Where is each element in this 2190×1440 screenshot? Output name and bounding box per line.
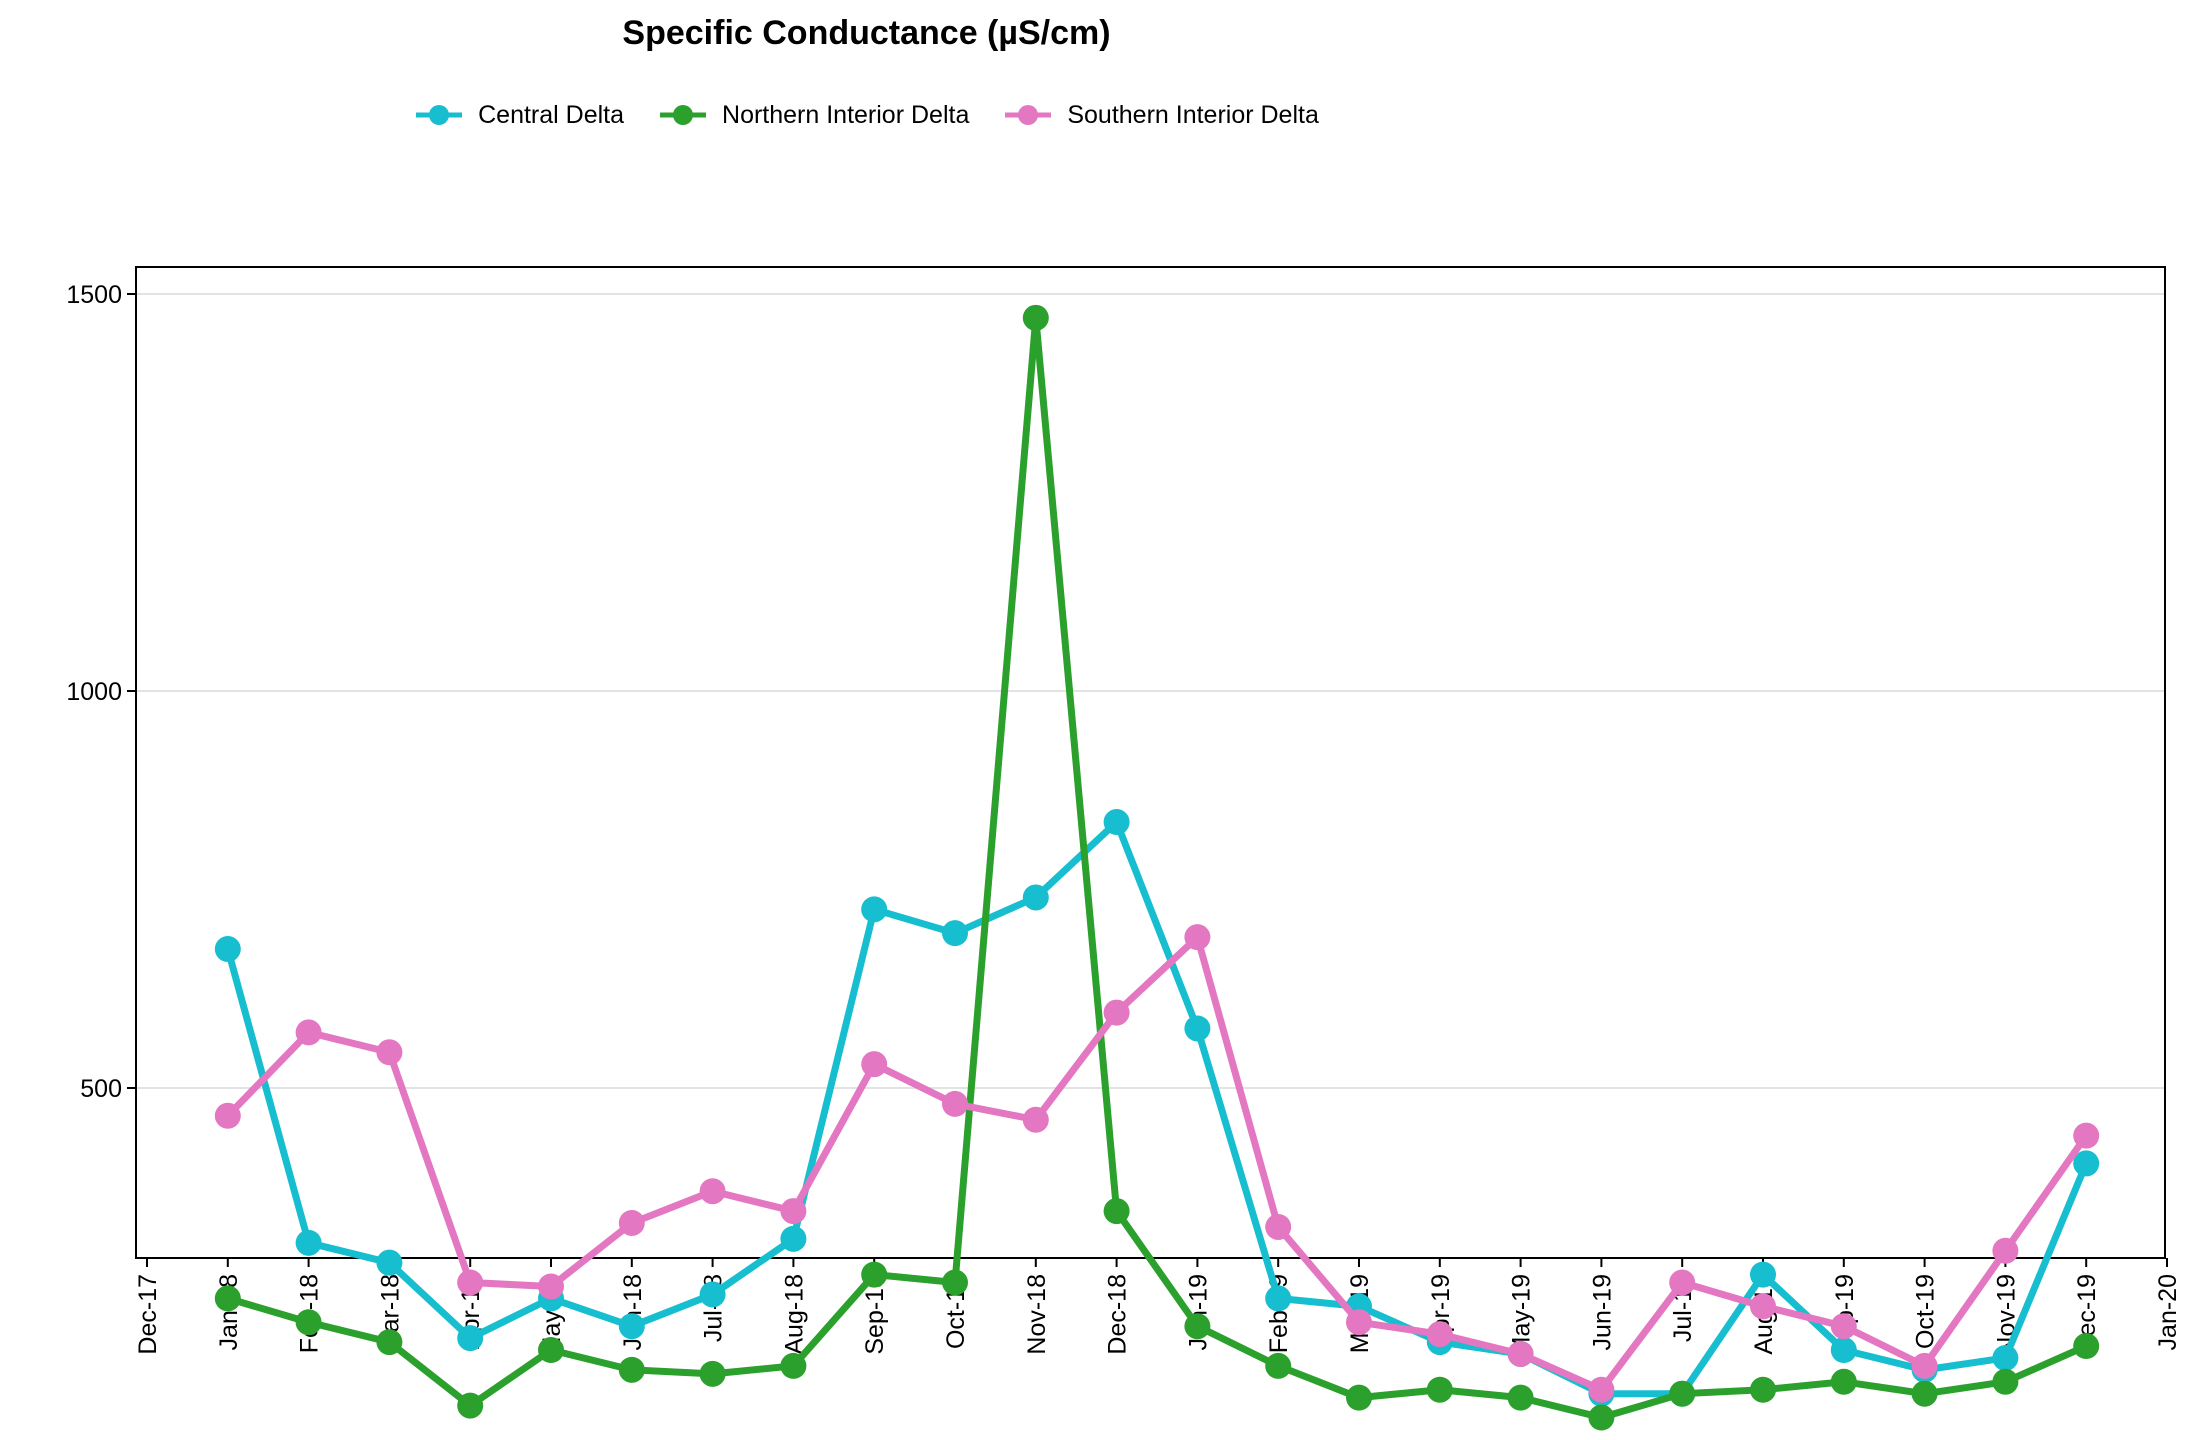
x-tick-label: Dec-18 bbox=[1104, 1274, 1132, 1355]
data-point-southern-interior-delta bbox=[1103, 999, 1130, 1026]
legend-key-marker bbox=[429, 105, 450, 125]
legend-label-northern-interior-delta: Northern Interior Delta bbox=[722, 100, 970, 129]
x-tick-label: Aug-18 bbox=[780, 1274, 808, 1355]
data-point-northern-interior-delta bbox=[1588, 1404, 1615, 1431]
y-tick-label: 1500 bbox=[66, 281, 122, 309]
data-point-southern-interior-delta bbox=[1265, 1213, 1292, 1240]
legend-key-marker bbox=[673, 105, 694, 125]
data-point-southern-interior-delta bbox=[942, 1090, 968, 1117]
legend-label-southern-interior-delta: Southern Interior Delta bbox=[1067, 100, 1319, 129]
data-point-northern-interior-delta bbox=[376, 1329, 403, 1356]
data-point-southern-interior-delta bbox=[618, 1209, 645, 1236]
data-point-southern-interior-delta bbox=[699, 1178, 726, 1205]
data-point-southern-interior-delta bbox=[457, 1269, 484, 1296]
y-tick-label: 1000 bbox=[66, 678, 122, 706]
data-point-northern-interior-delta bbox=[214, 1285, 241, 1312]
data-point-northern-interior-delta bbox=[1103, 1198, 1130, 1225]
data-point-southern-interior-delta bbox=[1022, 1106, 1049, 1133]
data-point-northern-interior-delta bbox=[1426, 1376, 1453, 1403]
data-point-central-delta bbox=[699, 1281, 726, 1308]
data-point-southern-interior-delta bbox=[1750, 1293, 1776, 1320]
data-point-central-delta bbox=[1103, 809, 1130, 836]
data-point-central-delta bbox=[780, 1225, 807, 1252]
y-tick-label: 500 bbox=[80, 1075, 122, 1103]
data-point-central-delta bbox=[214, 936, 241, 963]
data-point-southern-interior-delta bbox=[1184, 924, 1211, 951]
x-tick-label: Jan-20 bbox=[2154, 1274, 2182, 1350]
data-point-northern-interior-delta bbox=[942, 1269, 968, 1296]
data-point-central-delta bbox=[2073, 1150, 2100, 1177]
data-point-northern-interior-delta bbox=[780, 1352, 807, 1379]
data-point-central-delta bbox=[861, 896, 888, 923]
data-point-northern-interior-delta bbox=[538, 1337, 564, 1364]
data-point-northern-interior-delta bbox=[1507, 1384, 1534, 1411]
series-line-central-delta bbox=[224, 818, 2090, 1398]
legend-key-marker bbox=[1018, 105, 1039, 125]
chart-title: Specific Conductance (µS/cm) bbox=[622, 14, 1111, 52]
data-point-northern-interior-delta bbox=[1184, 1313, 1211, 1340]
data-point-northern-interior-delta bbox=[1911, 1380, 1938, 1407]
data-point-southern-interior-delta bbox=[1911, 1352, 1938, 1379]
data-point-northern-interior-delta bbox=[2073, 1333, 2100, 1360]
data-point-southern-interior-delta bbox=[1830, 1313, 1857, 1340]
data-point-southern-interior-delta bbox=[861, 1051, 888, 1078]
data-point-southern-interior-delta bbox=[1346, 1309, 1372, 1336]
data-point-northern-interior-delta bbox=[861, 1261, 888, 1288]
data-point-northern-interior-delta bbox=[1992, 1368, 2019, 1395]
data-point-central-delta bbox=[618, 1313, 645, 1340]
legend-key-central-delta bbox=[416, 105, 463, 125]
data-point-central-delta bbox=[457, 1325, 484, 1352]
data-point-central-delta bbox=[295, 1229, 322, 1256]
series-line-southern-interior-delta bbox=[224, 933, 2090, 1394]
legend-key-northern-interior-delta bbox=[660, 105, 707, 125]
data-point-southern-interior-delta bbox=[780, 1198, 807, 1225]
data-point-southern-interior-delta bbox=[295, 1019, 322, 1046]
data-point-northern-interior-delta bbox=[1022, 304, 1049, 331]
legend-item-southern-interior-delta: Southern Interior Delta bbox=[1003, 100, 1319, 130]
data-point-southern-interior-delta bbox=[376, 1039, 403, 1066]
legend: Central Delta Northern Interior Delta So… bbox=[0, 100, 1733, 130]
data-point-southern-interior-delta bbox=[1992, 1237, 2019, 1264]
data-point-southern-interior-delta bbox=[1507, 1340, 1534, 1367]
data-point-central-delta bbox=[1750, 1261, 1776, 1288]
x-tick-label: Oct-19 bbox=[1912, 1274, 1940, 1349]
data-point-northern-interior-delta bbox=[1346, 1384, 1372, 1411]
x-tick-label: Nov-18 bbox=[1023, 1274, 1051, 1355]
data-point-central-delta bbox=[1830, 1337, 1857, 1364]
data-point-northern-interior-delta bbox=[1750, 1376, 1776, 1403]
x-tick-label: Jun-19 bbox=[1588, 1274, 1616, 1350]
data-point-northern-interior-delta bbox=[1830, 1368, 1857, 1395]
legend-item-northern-interior-delta: Northern Interior Delta bbox=[658, 100, 969, 130]
x-tick-label: Dec-17 bbox=[134, 1274, 162, 1355]
legend-label-central-delta: Central Delta bbox=[478, 100, 625, 129]
data-point-southern-interior-delta bbox=[1588, 1376, 1615, 1403]
x-tick-label: Nov-19 bbox=[1992, 1274, 2020, 1355]
data-point-central-delta bbox=[1265, 1285, 1292, 1312]
plot-border bbox=[135, 266, 2166, 1259]
data-point-central-delta bbox=[1992, 1344, 2019, 1371]
data-point-central-delta bbox=[1184, 1015, 1211, 1042]
data-point-southern-interior-delta bbox=[214, 1102, 241, 1129]
data-point-central-delta bbox=[376, 1249, 403, 1276]
data-point-northern-interior-delta bbox=[699, 1360, 726, 1387]
legend-item-central-delta: Central Delta bbox=[414, 100, 624, 130]
data-point-northern-interior-delta bbox=[1669, 1380, 1696, 1407]
data-point-southern-interior-delta bbox=[2073, 1122, 2100, 1149]
data-point-central-delta bbox=[942, 920, 968, 947]
data-point-northern-interior-delta bbox=[295, 1309, 322, 1336]
data-point-southern-interior-delta bbox=[1426, 1321, 1453, 1348]
legend-key-southern-interior-delta bbox=[1005, 105, 1052, 125]
data-point-southern-interior-delta bbox=[1669, 1269, 1696, 1296]
data-point-northern-interior-delta bbox=[1265, 1352, 1292, 1379]
data-point-central-delta bbox=[1022, 884, 1049, 911]
data-point-northern-interior-delta bbox=[618, 1356, 645, 1383]
data-point-northern-interior-delta bbox=[457, 1392, 484, 1419]
data-point-southern-interior-delta bbox=[538, 1273, 564, 1300]
series-line-northern-interior-delta bbox=[224, 314, 2090, 1422]
